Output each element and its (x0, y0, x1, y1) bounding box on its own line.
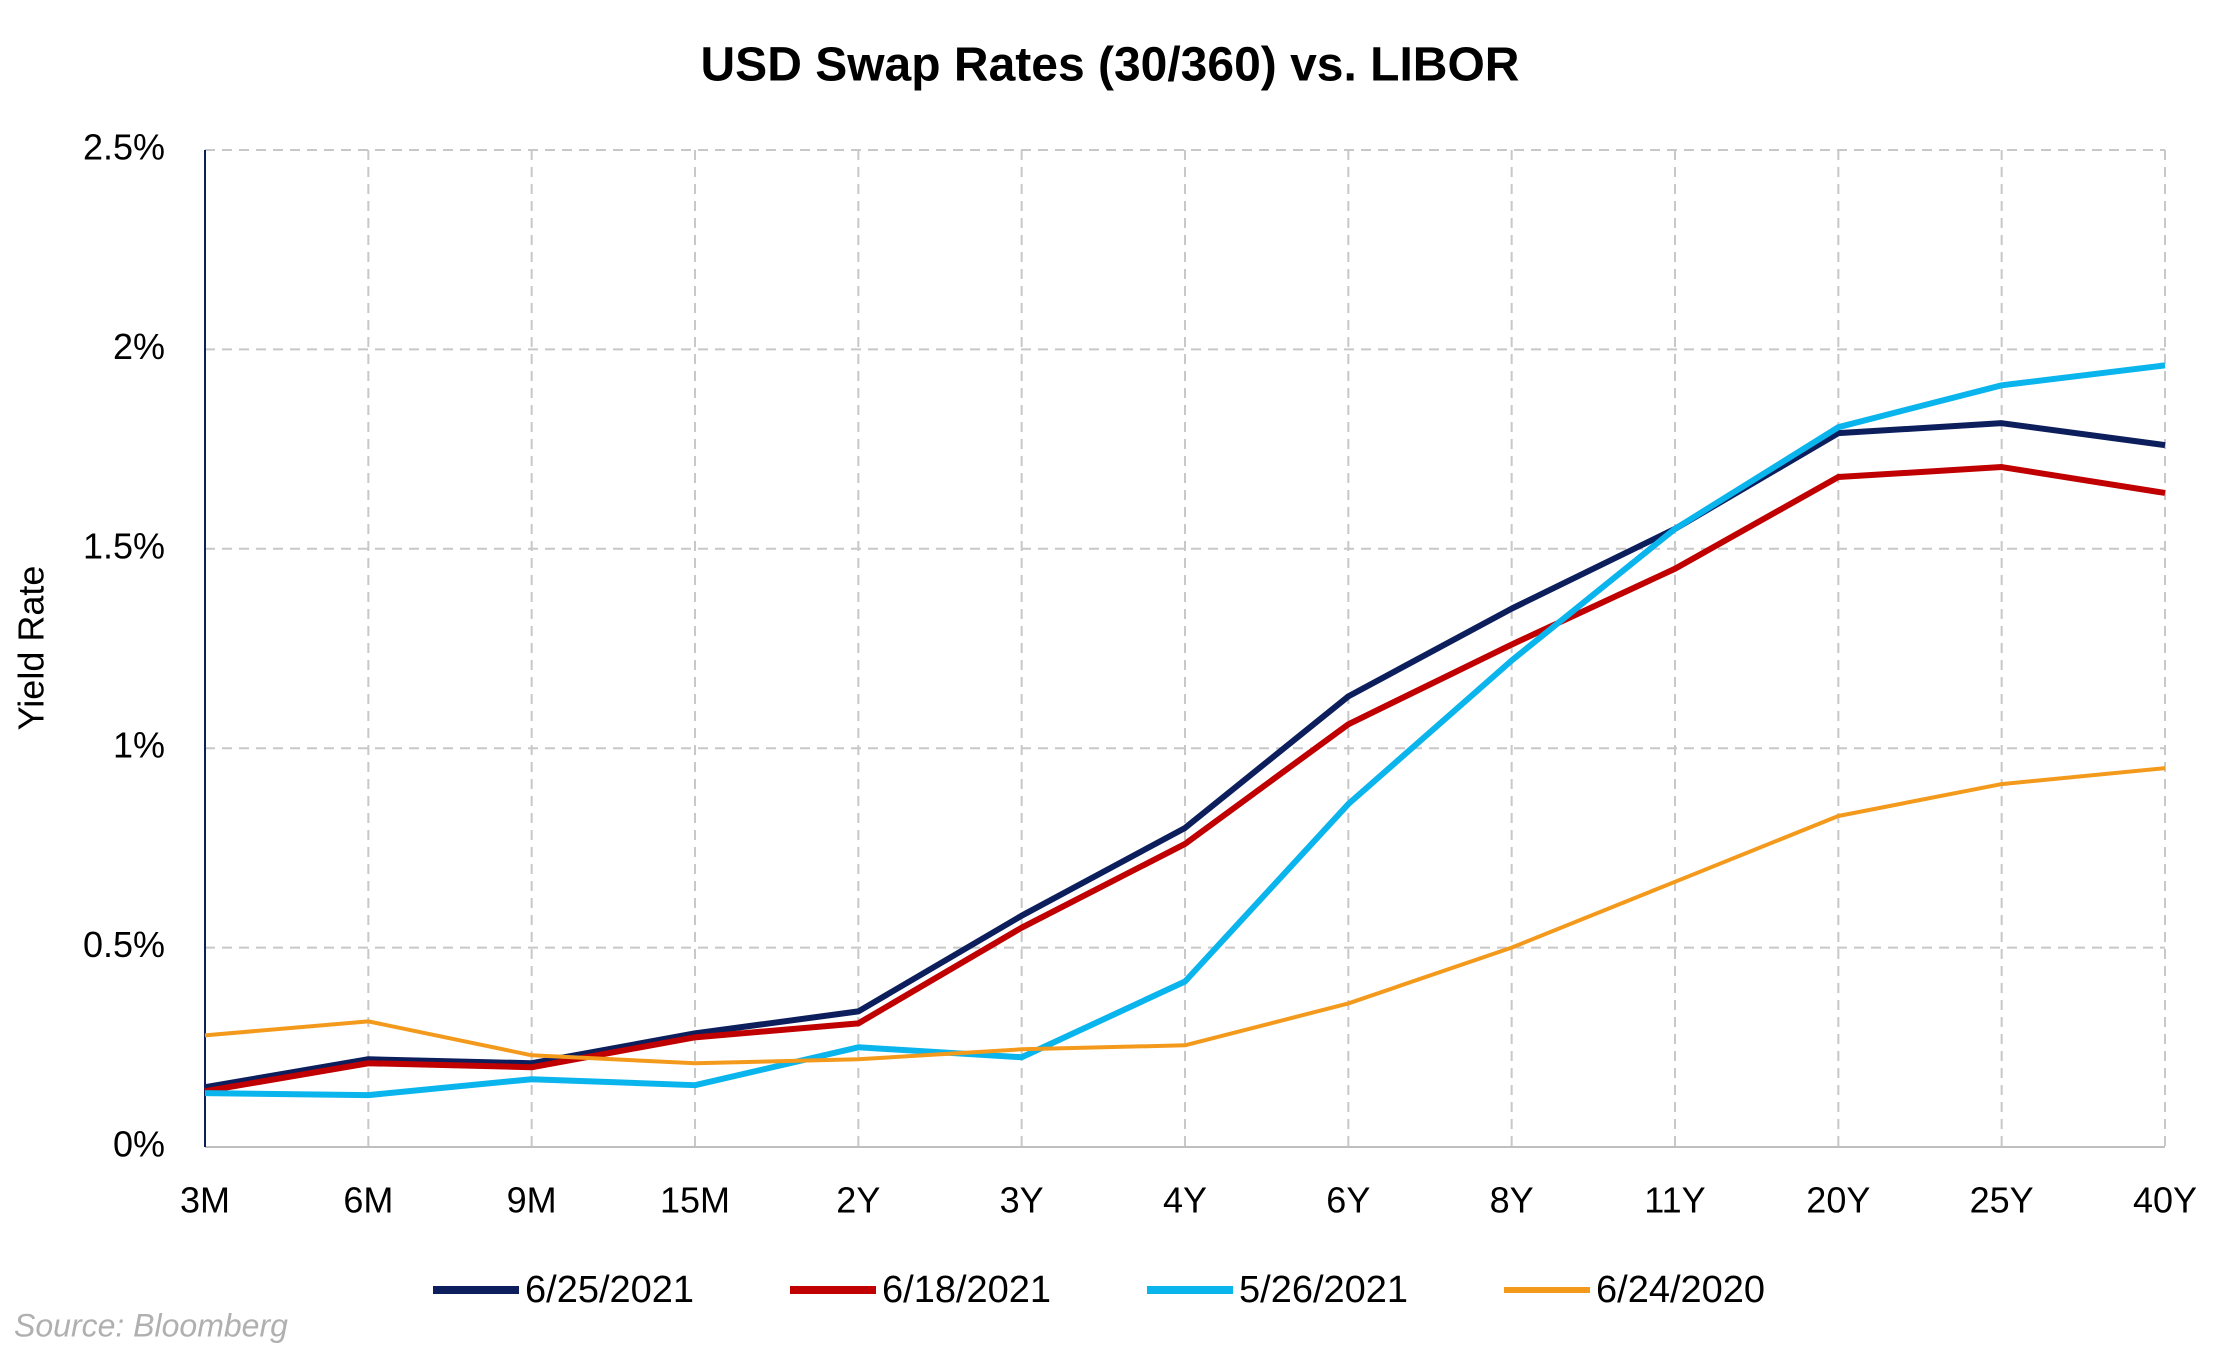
x-tick-label: 6M (343, 1180, 393, 1221)
x-tick-label: 25Y (1970, 1180, 2034, 1221)
x-tick-label: 15M (660, 1180, 730, 1221)
chart-title: USD Swap Rates (30/360) vs. LIBOR (701, 39, 1520, 92)
x-tick-label: 2Y (836, 1180, 880, 1221)
y-tick-label: 0.5% (83, 924, 165, 965)
x-tick-label: 9M (507, 1180, 557, 1221)
legend-label: 6/25/2021 (525, 1269, 694, 1311)
x-tick-label: 3M (180, 1180, 230, 1221)
series-line (204, 420, 2166, 1091)
series-line (204, 362, 2166, 1099)
y-tick-label: 0% (113, 1124, 165, 1165)
x-tick-label: 8Y (1490, 1180, 1534, 1221)
y-tick-label: 2% (113, 326, 165, 367)
series-line (204, 766, 2166, 1066)
x-tick-label: 11Y (1644, 1180, 1705, 1221)
x-tick-label: 3Y (1000, 1180, 1044, 1221)
legend-label: 5/26/2021 (1239, 1269, 1408, 1311)
legend-label: 6/24/2020 (1596, 1269, 1765, 1311)
x-tick-label: 40Y (2133, 1180, 2197, 1221)
y-tick-label: 1% (113, 725, 165, 766)
x-tick-label: 4Y (1163, 1180, 1207, 1221)
x-tick-label: 6Y (1326, 1180, 1370, 1221)
y-axis-label: Yield Rate (11, 566, 52, 731)
x-tick-label: 20Y (1806, 1180, 1870, 1221)
series-line (204, 464, 2166, 1095)
y-tick-label: 2.5% (83, 127, 165, 168)
y-tick-label: 1.5% (83, 525, 165, 566)
source-note: Source: Bloomberg (14, 1307, 288, 1343)
legend-label: 6/18/2021 (882, 1269, 1051, 1311)
